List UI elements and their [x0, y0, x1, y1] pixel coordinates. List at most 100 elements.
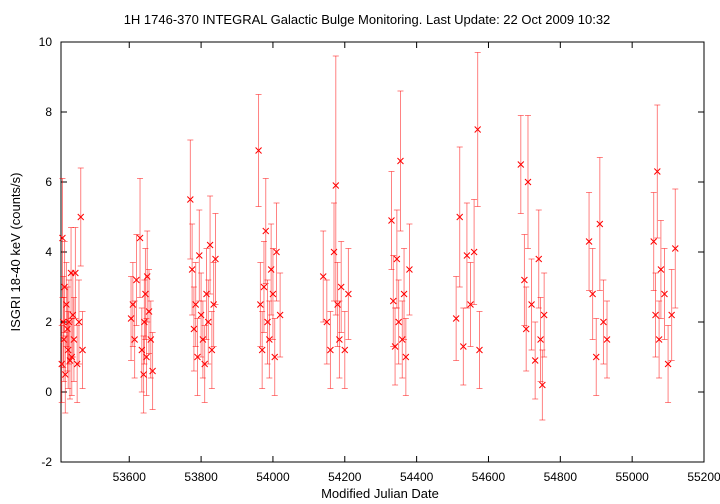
- data-point: [66, 357, 74, 364]
- data-point: [528, 301, 535, 308]
- data-point: [194, 353, 201, 361]
- data-point: [69, 311, 77, 319]
- x-axis-label: Modified Julian Date: [321, 486, 439, 501]
- data-point: [535, 255, 543, 263]
- data-point: [345, 290, 352, 298]
- data-point: [136, 234, 144, 242]
- data-point: [206, 241, 214, 249]
- data-points: [58, 126, 679, 389]
- data-point: [140, 318, 148, 326]
- data-point: [398, 336, 406, 343]
- data-point: [68, 353, 76, 361]
- data-point: [61, 283, 68, 291]
- x-tick-label: 55200: [687, 470, 720, 484]
- data-point: [463, 252, 471, 259]
- error-bars: [58, 52, 679, 421]
- data-point: [456, 213, 464, 221]
- y-tick-label: 4: [45, 245, 52, 259]
- x-tick-label: 54200: [328, 470, 362, 484]
- data-point: [147, 336, 155, 343]
- data-point: [332, 182, 340, 189]
- data-point: [452, 315, 460, 322]
- data-point: [540, 311, 548, 319]
- plot-frame: [60, 41, 705, 463]
- data-point: [210, 301, 218, 308]
- data-point: [524, 178, 532, 186]
- data-point: [397, 157, 404, 165]
- data-point: [336, 336, 343, 343]
- chart-title: 1H 1746-370 INTEGRAL Galactic Bulge Moni…: [124, 12, 611, 27]
- x-tick-label: 54400: [400, 470, 434, 484]
- data-point: [661, 290, 668, 298]
- data-point: [459, 343, 467, 350]
- data-point: [269, 290, 277, 298]
- data-point: [60, 336, 68, 343]
- data-point: [476, 346, 483, 354]
- y-tick-label: 8: [45, 105, 52, 119]
- data-point: [145, 308, 153, 315]
- data-point: [212, 255, 219, 263]
- data-point: [133, 276, 140, 284]
- data-point: [64, 346, 72, 354]
- x-tick-label: 53800: [184, 470, 218, 484]
- axis-ticks: [61, 41, 705, 463]
- data-point: [208, 346, 216, 354]
- data-point: [192, 301, 200, 308]
- data-point: [143, 273, 151, 280]
- data-point: [195, 252, 203, 259]
- data-point: [652, 311, 659, 319]
- data-point: [127, 315, 135, 322]
- data-point: [143, 353, 150, 361]
- data-point: [265, 336, 273, 343]
- data-point: [149, 367, 156, 375]
- data-point: [337, 283, 345, 291]
- data-point: [61, 371, 69, 378]
- x-tick-label: 54000: [256, 470, 290, 484]
- x-tick-label: 54600: [472, 470, 506, 484]
- data-point: [267, 266, 275, 273]
- data-point: [395, 318, 403, 326]
- y-tick-label: 2: [45, 315, 52, 329]
- data-point: [258, 346, 266, 354]
- data-point: [257, 301, 264, 308]
- data-point: [203, 290, 210, 298]
- data-point: [79, 346, 86, 354]
- data-point: [58, 360, 66, 368]
- data-point: [64, 325, 71, 333]
- data-point: [522, 325, 530, 333]
- data-point: [589, 290, 596, 298]
- data-point: [70, 336, 78, 343]
- data-point: [131, 336, 138, 343]
- data-point: [264, 318, 271, 326]
- y-tick-label: 6: [45, 175, 52, 189]
- data-point: [596, 220, 604, 228]
- data-point: [65, 318, 73, 326]
- data-point: [389, 297, 397, 305]
- data-point: [77, 213, 85, 221]
- data-point: [391, 343, 399, 350]
- data-point: [199, 336, 207, 343]
- data-point: [600, 318, 607, 326]
- data-point: [538, 381, 546, 389]
- data-point: [129, 301, 137, 308]
- x-tick-label: 55000: [615, 470, 649, 484]
- y-tick-label: 10: [39, 35, 53, 49]
- data-point: [204, 318, 212, 326]
- data-point: [655, 336, 663, 343]
- data-point: [197, 311, 205, 319]
- data-point: [138, 346, 146, 354]
- data-point: [255, 147, 262, 154]
- data-point: [521, 276, 528, 284]
- y-tick-label: -2: [41, 455, 52, 469]
- data-point: [650, 238, 658, 245]
- data-point: [657, 266, 665, 273]
- data-point: [467, 301, 474, 308]
- data-point: [319, 273, 327, 280]
- data-point: [668, 311, 676, 319]
- data-point: [327, 346, 334, 354]
- data-point: [262, 227, 270, 235]
- data-point: [142, 290, 149, 298]
- data-point: [72, 269, 79, 277]
- data-point: [653, 168, 661, 175]
